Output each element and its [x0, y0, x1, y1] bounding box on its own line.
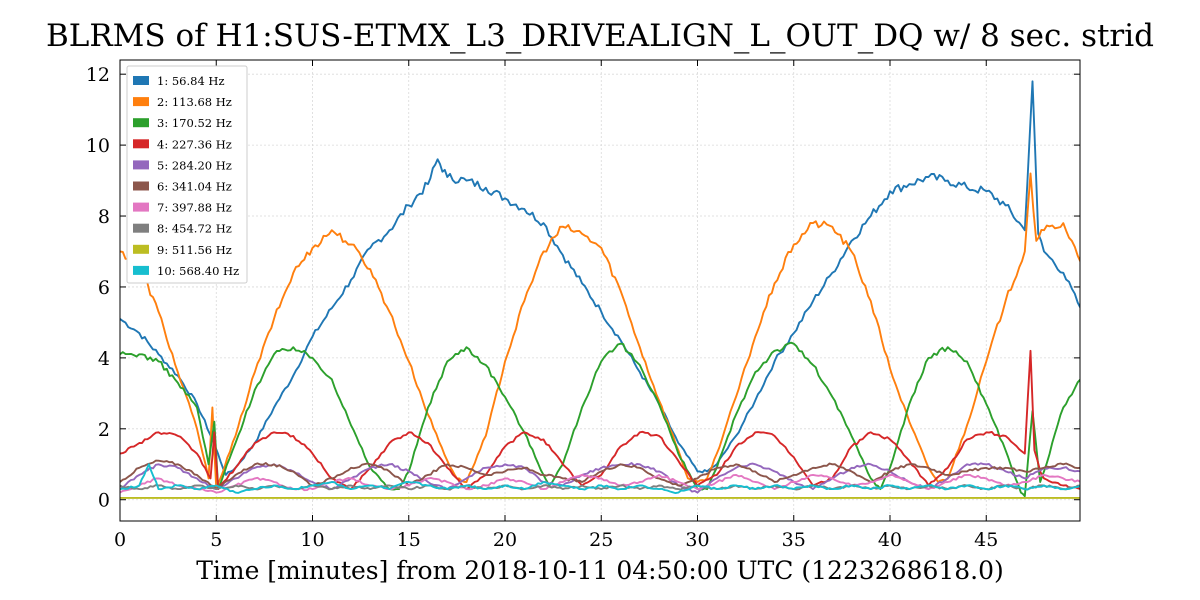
legend-box	[126, 65, 248, 284]
legend-swatch	[133, 118, 149, 128]
legend-entry: 3: 170.52 Hz	[157, 116, 232, 130]
series-line-2	[120, 172, 1080, 491]
x-axis-label: Time [minutes] from 2018-10-11 04:50:00 …	[196, 556, 1004, 585]
x-tick-label: 15	[397, 529, 421, 551]
y-tick-label: 12	[86, 64, 110, 86]
x-tick-label: 45	[974, 529, 998, 551]
legend-entry: 4: 227.36 Hz	[157, 137, 232, 151]
x-tick-label: 40	[878, 529, 902, 551]
legend-entry: 7: 397.88 Hz	[157, 201, 232, 215]
legend-swatch	[133, 76, 149, 85]
legend-swatch	[133, 223, 149, 233]
series-lines	[120, 80, 1080, 499]
y-tick-label: 4	[98, 348, 110, 370]
legend-entry: 5: 284.20 Hz	[157, 158, 232, 172]
series-line-1	[120, 80, 1080, 476]
series-line-4	[120, 349, 1080, 491]
x-tick-label: 30	[685, 529, 709, 551]
x-tick-label: 25	[589, 529, 613, 551]
legend-entry: 10: 568.40 Hz	[157, 264, 239, 278]
series-line-3	[120, 341, 1080, 498]
legend-swatch	[133, 160, 149, 170]
legend-entry: 8: 454.72 Hz	[157, 222, 232, 236]
legend-swatch	[133, 97, 149, 107]
series-line-6	[120, 459, 1080, 491]
y-tick-label: 8	[98, 206, 110, 228]
legend: 1: 56.84 Hz 2: 113.68 Hz 3: 170.52 Hz 4: 22…	[126, 65, 248, 284]
series-line-10	[120, 463, 1080, 495]
y-tick-label: 2	[98, 419, 110, 441]
x-tick-label: 20	[493, 529, 517, 551]
x-tick-label: 35	[782, 529, 806, 551]
legend-entry: 6: 341.04 Hz	[157, 180, 232, 194]
legend-swatch	[133, 244, 149, 254]
plot-frame	[119, 59, 1081, 522]
legend-swatch	[133, 265, 149, 275]
legend-swatch	[133, 181, 149, 191]
x-tick-label: 0	[114, 529, 126, 551]
x-tick-label: 10	[300, 529, 324, 551]
y-tick-label: 10	[86, 135, 110, 157]
legend-entry: 9: 511.56 Hz	[157, 243, 232, 257]
grid	[119, 60, 1080, 521]
y-tick-label: 0	[98, 490, 110, 512]
chart-title: BLRMS of H1:SUS-ETMX_L3_DRIVEALIGN_L_OUT…	[45, 18, 1155, 54]
legend-entry: 2: 113.68 Hz	[157, 95, 232, 109]
x-tick-label: 5	[210, 529, 222, 551]
axes: 0 5 10 15 20 25 30 35 40 45 0 2 4 6 8 10 12	[86, 59, 1081, 551]
y-tick-label: 6	[98, 277, 110, 299]
legend-entry: 1: 56.84 Hz	[157, 74, 225, 88]
legend-swatch	[133, 202, 149, 212]
legend-swatch	[133, 139, 149, 149]
